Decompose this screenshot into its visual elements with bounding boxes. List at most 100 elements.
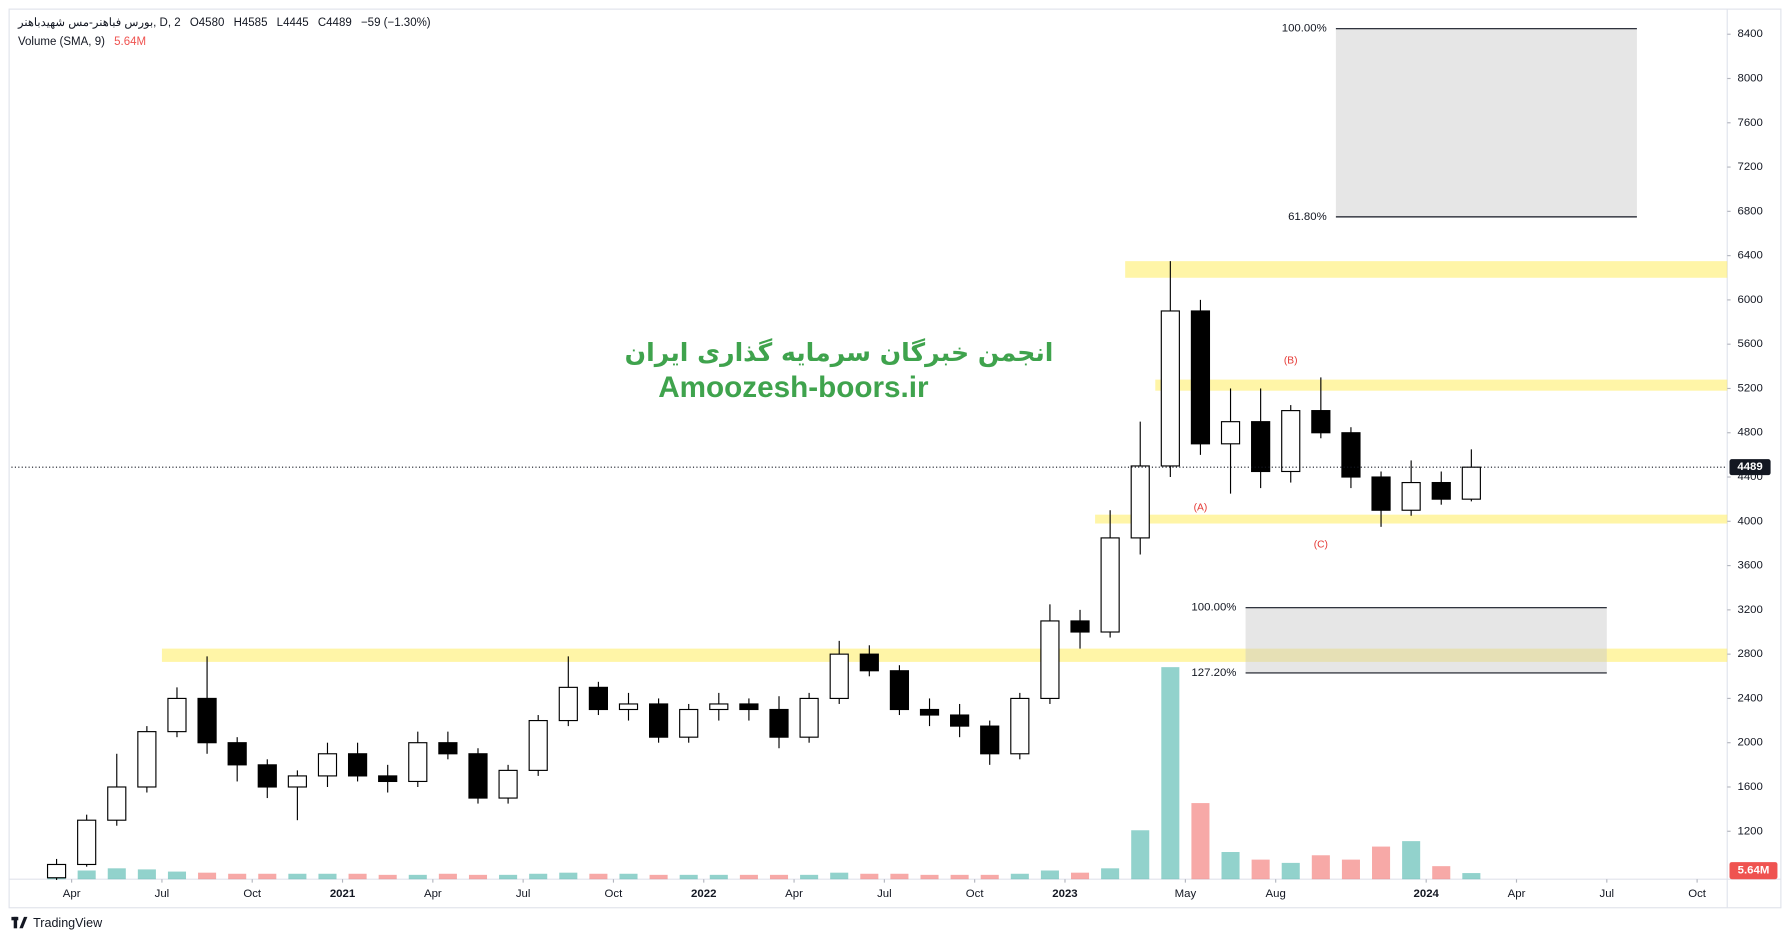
branding: TradingView [33, 916, 103, 930]
candle-body [1371, 476, 1391, 511]
volume-bar [1070, 872, 1090, 880]
candle-body [438, 742, 458, 755]
candle-body [1251, 421, 1271, 473]
candle-body [679, 708, 699, 738]
ohlc: −59 (−1.30%) [360, 17, 431, 29]
x-tick-label: Jul [155, 888, 170, 900]
candle-body [1220, 421, 1241, 445]
candle-body [46, 863, 67, 879]
volume-bar [318, 873, 337, 880]
volume-bar [769, 874, 789, 880]
candle-body [1311, 410, 1331, 434]
last-price-badge [1729, 459, 1771, 476]
x-tick-label: Oct [605, 888, 624, 900]
candle-body [347, 753, 368, 777]
volume-bar [1311, 855, 1330, 880]
y-tick-label: 6800 [1737, 205, 1762, 217]
y-tick-label: 7600 [1737, 117, 1762, 129]
volume-bar [1101, 868, 1120, 880]
candle-body [77, 819, 97, 866]
volume-bar [800, 874, 819, 880]
candle-body [317, 753, 338, 777]
wave-label: (C) [1314, 539, 1328, 550]
y-tick-label: 8400 [1737, 28, 1762, 40]
candle-body [1431, 481, 1451, 500]
y-tick-label: 4800 [1737, 427, 1762, 439]
watermark-en: Amoozesh-boors.ir [658, 371, 929, 404]
candle-body [859, 653, 879, 672]
x-tick-label: Jul [877, 888, 892, 900]
candle-body [1040, 620, 1060, 699]
candle-body [980, 725, 1000, 755]
candle-body [588, 686, 609, 711]
volume-bar [559, 872, 578, 880]
x-tick-label: Apr [424, 888, 442, 900]
y-tick-label: 2800 [1737, 648, 1762, 660]
x-tick-label: Jul [516, 888, 531, 900]
x-tick-label: Oct [243, 888, 262, 900]
x-tick-label: 2023 [1052, 888, 1077, 900]
volume-bar [649, 874, 668, 880]
candle-body [889, 670, 910, 711]
volume-bar [679, 874, 698, 880]
volume-bar [167, 871, 187, 880]
candle-body [1190, 310, 1211, 445]
volume-value: 5.64M [114, 36, 147, 48]
candle-body [709, 703, 729, 711]
candle-body [950, 714, 970, 727]
x-tick-label: 2021 [330, 888, 356, 900]
legend: بورس فباهنر-مس شهیدباهنر, D, 2 O4580 H45… [18, 14, 437, 52]
volume-bar [739, 874, 758, 880]
y-tick-label: 3600 [1737, 560, 1762, 572]
volume-bar [348, 873, 367, 880]
symbol-line: بورس فباهنر-مس شهیدباهنر, D, 2 O4580 H45… [18, 14, 437, 33]
candle-body [1461, 466, 1481, 500]
ohlc: L4445 [276, 17, 309, 29]
fib-box [1245, 607, 1607, 673]
watermark-fa: انجمن خبرگان سرمایه گذاری ایران [625, 338, 1054, 368]
candle-body [829, 653, 849, 699]
y-tick-label: 5200 [1737, 382, 1762, 394]
volume-bar [1372, 846, 1391, 880]
volume-bar [288, 873, 307, 880]
candle-body [1160, 310, 1180, 467]
volume-bar [468, 874, 488, 880]
x-tick-label: May [1175, 888, 1197, 900]
volume-bar [1462, 873, 1481, 880]
volume-bar [1251, 859, 1270, 880]
candle-body [107, 786, 127, 821]
x-tick-label: Apr [63, 888, 81, 900]
volume-badge [1729, 862, 1778, 880]
wave-label: (A) [1194, 503, 1208, 514]
volume-bar [860, 873, 879, 880]
volume-bar [709, 874, 728, 880]
candle-body [1341, 432, 1361, 478]
volume-label: Volume (SMA, 9) [18, 36, 105, 48]
candle-body [227, 742, 247, 766]
y-tick-label: 2400 [1737, 692, 1762, 704]
volume-bar [589, 873, 608, 880]
volume-bar [950, 874, 969, 880]
candle-body [1100, 537, 1120, 633]
x-tick-label: Aug [1266, 888, 1286, 900]
volume-bar [107, 868, 126, 880]
y-tick-label: 1200 [1737, 825, 1762, 837]
volume-bar [1161, 667, 1180, 880]
candle-body [528, 719, 548, 771]
x-tick-label: Jul [1600, 888, 1615, 900]
x-tick-label: Apr [1508, 888, 1526, 900]
fib-label: 100.00% [1282, 23, 1327, 35]
volume-bar [1010, 873, 1029, 880]
x-tick-label: Oct [1688, 888, 1707, 900]
volume-bar [1341, 859, 1360, 880]
x-tick-label: 2024 [1414, 888, 1440, 900]
y-tick-label: 7200 [1737, 161, 1762, 173]
candle-body [498, 769, 518, 799]
fib-box [1335, 28, 1637, 217]
volume-bar [529, 873, 548, 880]
candle-body [167, 697, 187, 733]
candle-body [739, 703, 759, 711]
candle-body [649, 703, 669, 738]
y-tick-label: 4000 [1737, 515, 1762, 527]
volume-bar [1432, 866, 1451, 880]
